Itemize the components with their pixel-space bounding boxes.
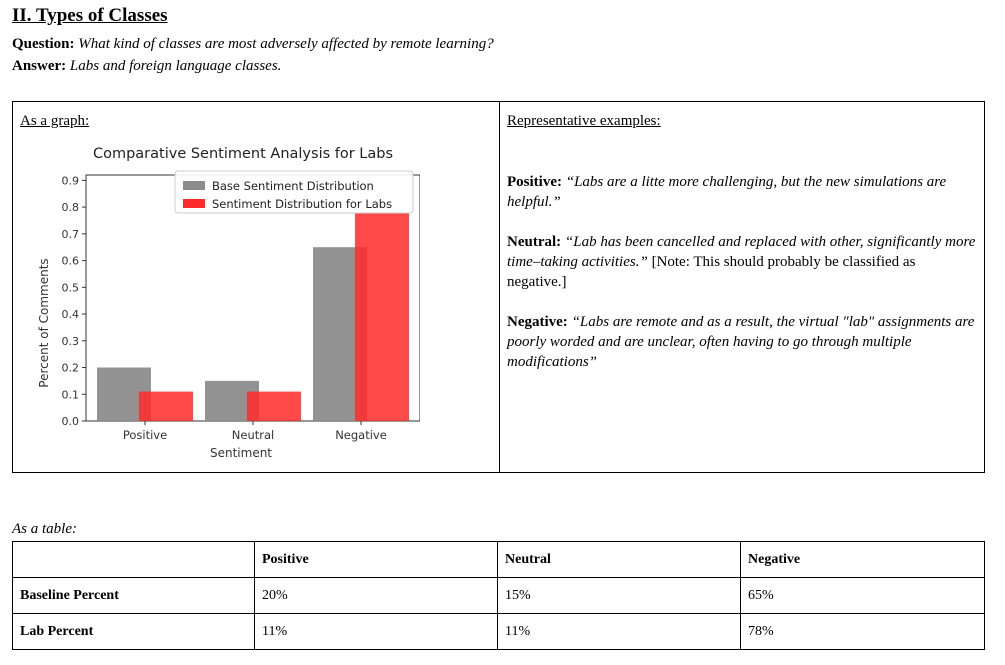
table-cell: 65% (740, 577, 985, 614)
table-row-label: Lab Percent (12, 613, 255, 650)
chart-container: Comparative Sentiment Analysis for Labs … (20, 135, 421, 461)
answer-label: Answer: (12, 58, 67, 74)
sentiment-chart: Comparative Sentiment Analysis for Labs … (20, 135, 421, 461)
legend-label: Sentiment Distribution for Labs (212, 197, 392, 211)
example-quote: “Labs are a litte more challenging, but … (507, 174, 947, 210)
section-heading: II. Types of Classes (12, 5, 168, 26)
y-tick-label: 0.1 (62, 388, 80, 401)
answer-text: Labs and foreign language classes. (69, 58, 282, 74)
example-quote: “Labs are remote and as a result, the vi… (507, 314, 975, 370)
y-tick-label: 0.4 (62, 308, 80, 321)
table-row: Baseline Percent 20% 15% 65% (12, 577, 985, 614)
chart-title: Comparative Sentiment Analysis for Labs (93, 146, 393, 162)
legend-swatch (183, 199, 205, 208)
graph-cell-label: As a graph: (20, 113, 90, 129)
x-tick-label: Negative (335, 428, 387, 442)
legend-box (174, 170, 414, 214)
table-header-row: Positive Neutral Negative (12, 541, 985, 578)
sentiment-table: Positive Neutral Negative Baseline Perce… (12, 541, 985, 650)
table-cell: 78% (740, 613, 985, 650)
x-tick-label: Neutral (232, 428, 274, 442)
examples-cell-label: Representative examples: (507, 113, 661, 129)
legend-swatch (183, 181, 205, 190)
example-label: Neutral: (507, 234, 562, 250)
y-tick-label: 0.9 (62, 174, 80, 187)
table-cell: 15% (497, 577, 741, 614)
table-cell: 20% (254, 577, 498, 614)
table-cell: 11% (497, 613, 741, 650)
y-tick-label: 0.5 (62, 281, 80, 294)
y-axis-label: Percent of Comments (37, 258, 51, 387)
y-tick-label: 0.2 (62, 362, 80, 375)
y-tick-label: 0.0 (62, 415, 80, 428)
answer-line: Answer: Labs and foreign language classe… (12, 58, 281, 75)
table-header-cell: Negative (740, 541, 985, 578)
example-label: Negative: (507, 314, 568, 330)
table-header-cell: Neutral (497, 541, 741, 578)
example-quote: “Lab has been cancelled and replaced wit… (507, 234, 976, 270)
example-note: [Note: This should probably be classifie… (507, 254, 916, 290)
cell-divider (499, 102, 500, 472)
bar (139, 391, 193, 421)
table-row: Lab Percent 11% 11% 78% (12, 613, 985, 650)
table-header-cell (12, 541, 255, 578)
question-line: Question: What kind of classes are most … (12, 36, 494, 53)
graph-examples-box: As a graph: Representative examples: Com… (12, 101, 985, 473)
legend-label: Base Sentiment Distribution (212, 179, 374, 193)
y-tick-label: 0.6 (62, 255, 80, 268)
bar (247, 391, 301, 421)
question-text: What kind of classes are most adversely … (78, 36, 494, 52)
example-neutral: Neutral: “Lab has been cancelled and rep… (507, 232, 977, 292)
x-tick-label: Positive (123, 428, 167, 442)
table-header-cell: Positive (254, 541, 498, 578)
bar (355, 212, 409, 421)
example-positive: Positive: “Labs are a litte more challen… (507, 172, 977, 212)
example-label: Positive: (507, 174, 562, 190)
question-label: Question: (12, 36, 75, 52)
table-caption: As a table: (12, 521, 77, 537)
y-tick-label: 0.7 (62, 228, 80, 241)
x-axis-label: Sentiment (210, 446, 272, 460)
table-row-label: Baseline Percent (12, 577, 255, 614)
y-tick-label: 0.8 (62, 201, 80, 214)
table-cell: 11% (254, 613, 498, 650)
examples-list: Positive: “Labs are a litte more challen… (507, 172, 977, 392)
y-tick-label: 0.3 (62, 335, 80, 348)
example-negative: Negative: “Labs are remote and as a resu… (507, 312, 977, 372)
